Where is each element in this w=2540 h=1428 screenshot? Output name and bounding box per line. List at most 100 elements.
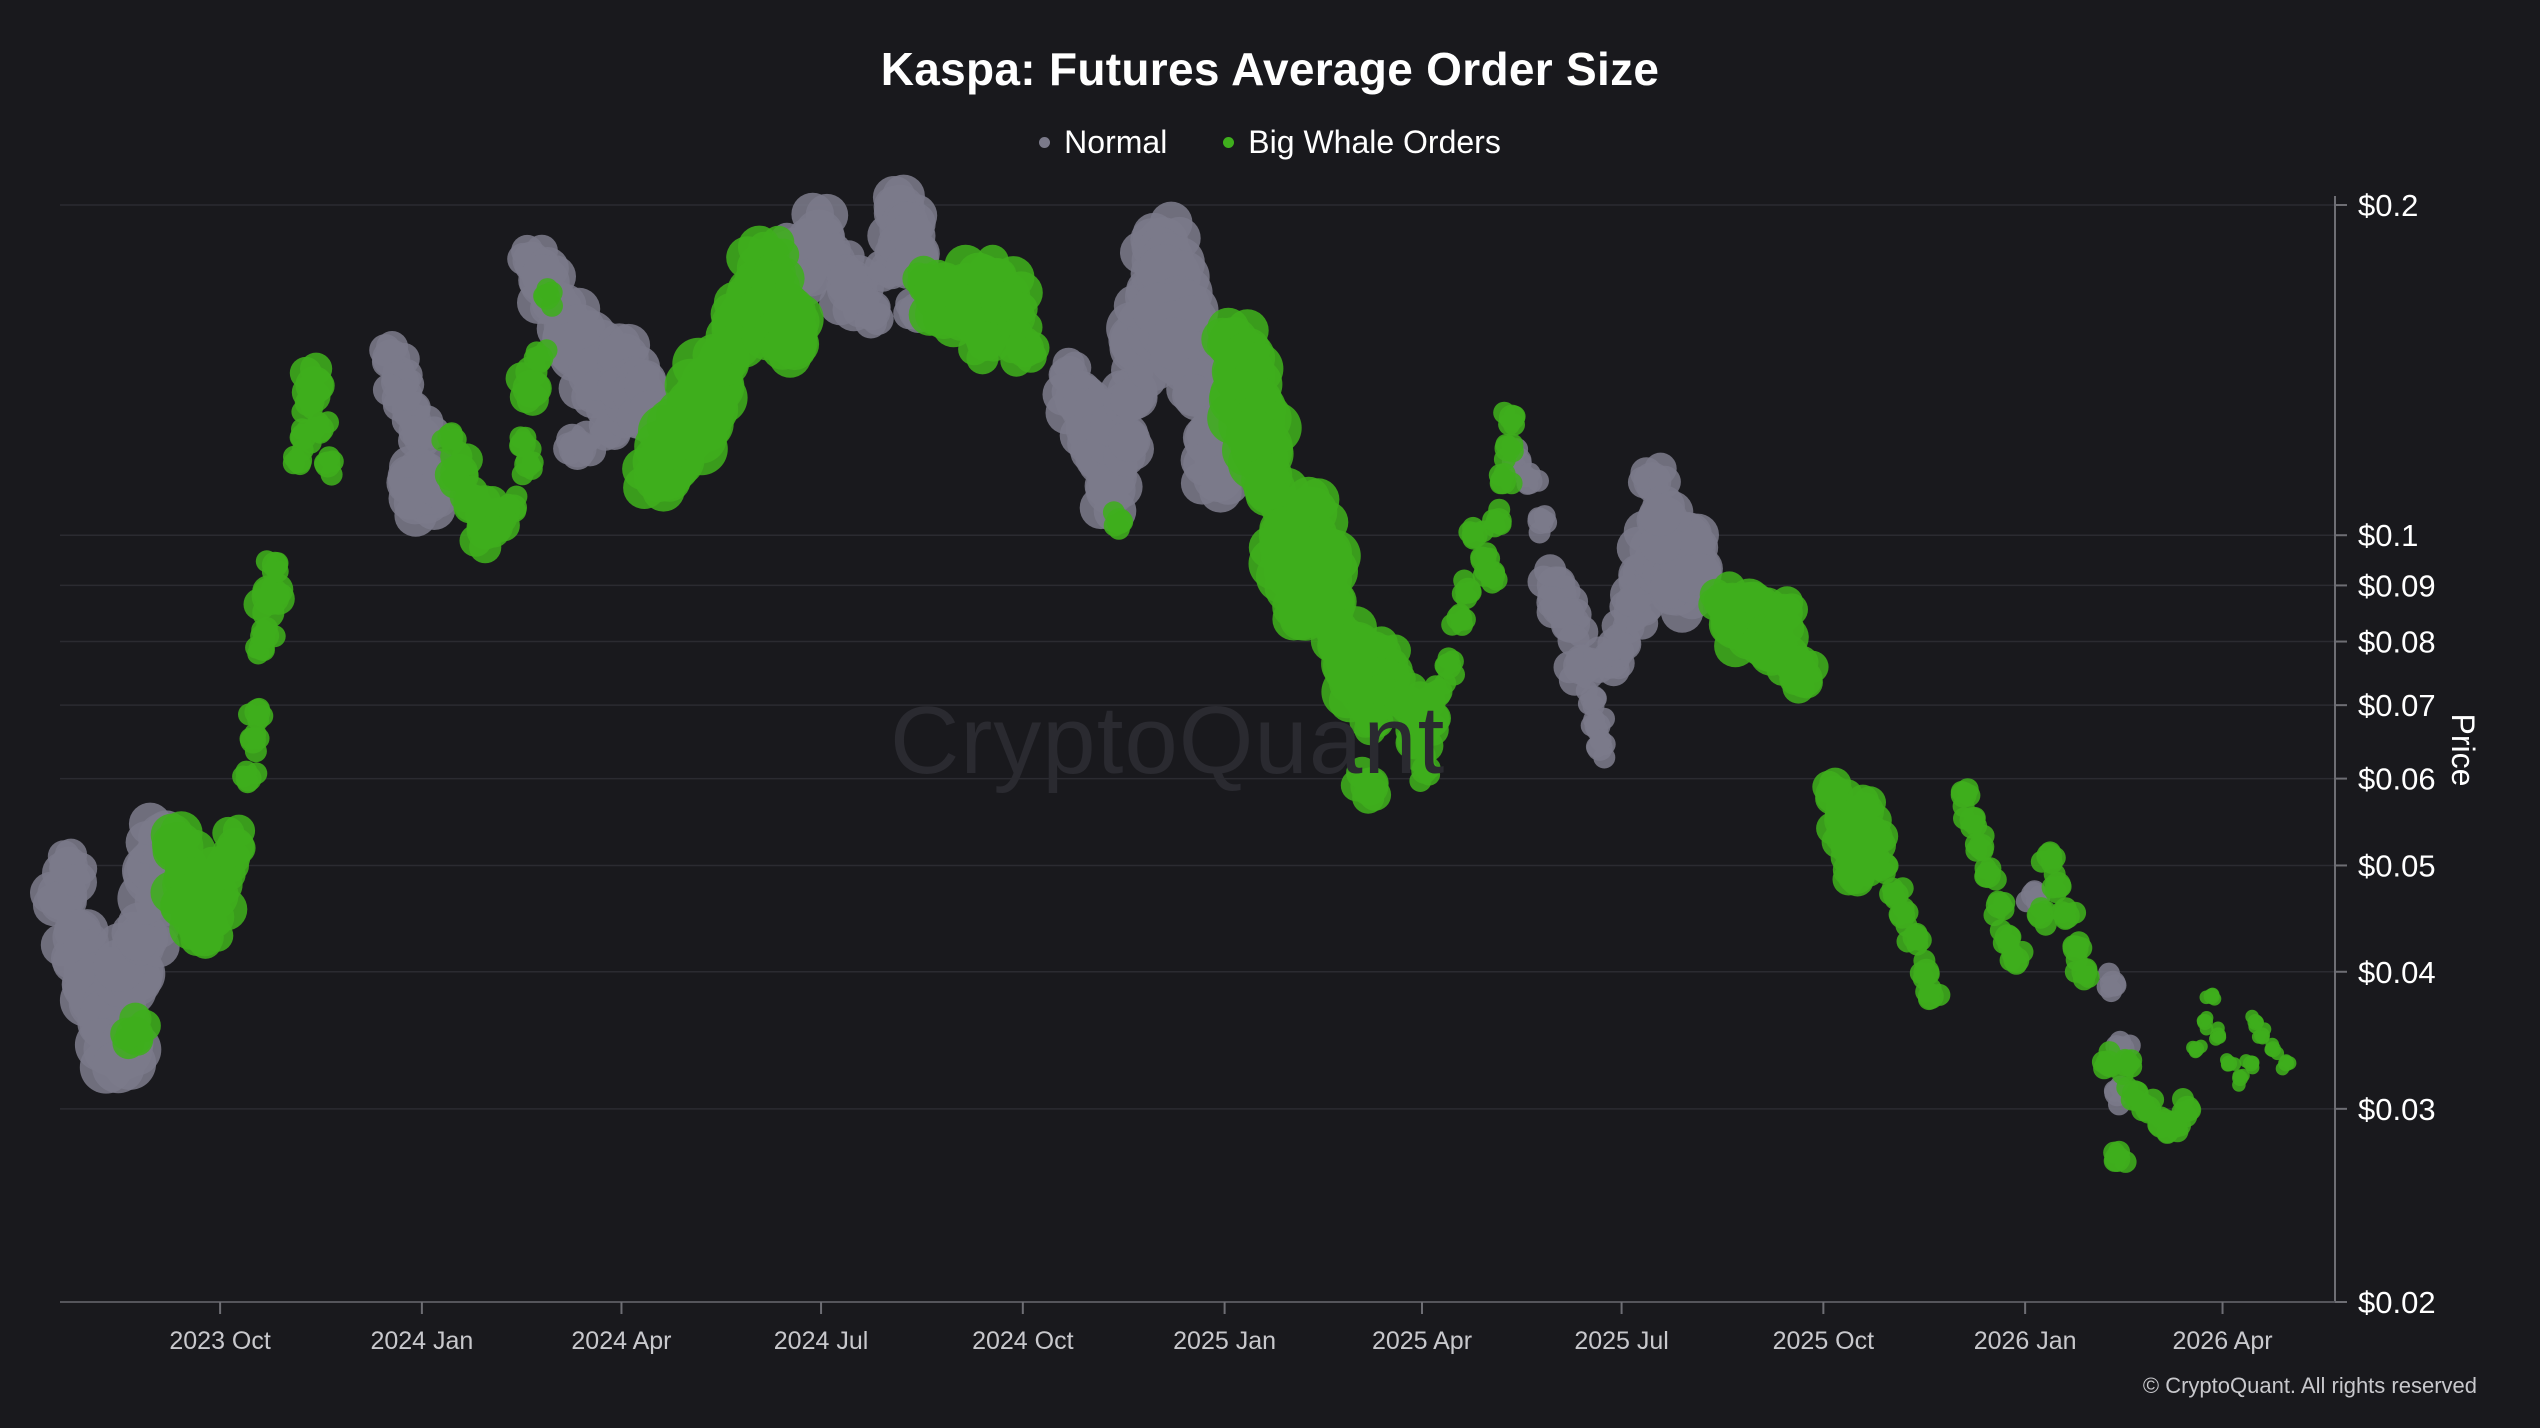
whale-point: [2232, 1069, 2246, 1083]
x-tick-label: 2024 Jan: [370, 1327, 473, 1355]
normal-point: [847, 282, 880, 315]
whale-point: [307, 411, 329, 434]
y-tick-label: $0.06: [2358, 762, 2436, 797]
whale-point: [2250, 1015, 2264, 1030]
watermark: CryptoQuant: [890, 687, 1446, 794]
whale-point: [222, 814, 256, 847]
whale-point: [2132, 1092, 2155, 1115]
whale-point: [2041, 876, 2064, 899]
whale-point: [261, 560, 284, 583]
whale-point: [1451, 582, 1474, 605]
x-tick-label: 2024 Oct: [972, 1327, 1074, 1355]
y-tick-label: $0.03: [2358, 1092, 2436, 1127]
whale-dot-icon: [1223, 137, 1235, 148]
whale-point: [2073, 968, 2095, 991]
whale-point: [958, 333, 991, 366]
whale-point: [1451, 613, 1474, 636]
whale-point: [2245, 1055, 2260, 1070]
whale-point: [1992, 898, 2015, 921]
y-tick-label: $0.2: [2358, 188, 2418, 223]
whale-point: [1869, 859, 1892, 882]
x-tick-label: 2025 Jul: [1574, 1327, 1669, 1355]
whale-point: [1498, 413, 1521, 436]
whale-point: [2255, 1030, 2270, 1045]
whale-point: [1482, 509, 1505, 532]
whale-point: [1103, 514, 1126, 537]
whale-point: [1441, 650, 1464, 673]
y-tick-label: $0.04: [2358, 955, 2436, 990]
normal-point: [54, 838, 88, 871]
whale-point: [1424, 675, 1447, 698]
y-tick-label: $0.1: [2358, 518, 2418, 553]
whale-point: [1853, 786, 1886, 819]
whale-point: [2001, 943, 2024, 966]
legend-label-whale: Big Whale Orders: [1248, 124, 1501, 160]
whale-point: [1979, 857, 2002, 880]
x-tick-label: 2024 Apr: [571, 1327, 671, 1355]
normal-point: [1593, 733, 1616, 756]
y-tick-label: $0.09: [2358, 568, 2436, 603]
whale-point: [1352, 781, 1385, 814]
whale-point: [2196, 1014, 2211, 1028]
whale-point: [243, 588, 276, 621]
whale-point: [300, 352, 333, 385]
normal-point: [1559, 598, 1592, 631]
whale-point: [996, 331, 1029, 364]
normal-point: [2096, 975, 2119, 998]
whale-point: [1761, 611, 1794, 644]
normal-point: [1535, 511, 1558, 534]
whale-point: [497, 493, 520, 516]
whale-point: [283, 445, 305, 468]
legend-item-normal[interactable]: Normal: [1039, 124, 1167, 161]
normal-point: [1518, 462, 1541, 485]
whale-point: [540, 281, 563, 304]
scatter-points: [30, 174, 2297, 1173]
normal-dot-icon: [1039, 137, 1051, 148]
x-tick-label: 2026 Apr: [2172, 1327, 2272, 1355]
whale-point: [1481, 571, 1504, 594]
normal-point: [376, 331, 409, 364]
whale-point: [520, 457, 543, 480]
whale-point: [1819, 767, 1852, 800]
x-tick-label: 2024 Jul: [774, 1327, 869, 1355]
x-tick-label: 2026 Jan: [1974, 1327, 2077, 1355]
x-tick-label: 2023 Oct: [169, 1327, 271, 1355]
whale-point: [1958, 784, 1981, 807]
whale-point: [2171, 1101, 2194, 1124]
whale-point: [514, 426, 537, 449]
y-tick-label: $0.08: [2358, 625, 2436, 660]
whale-point: [247, 708, 270, 731]
y-axis-label: Price: [2445, 714, 2481, 787]
whale-point: [151, 823, 195, 866]
normal-point: [58, 864, 91, 897]
whale-point: [1418, 763, 1441, 786]
whale-point: [235, 760, 258, 783]
normal-point: [1553, 651, 1586, 684]
legend-item-whale[interactable]: Big Whale Orders: [1223, 124, 1501, 161]
x-tick-label: 2025 Oct: [1773, 1327, 1875, 1355]
whale-point: [128, 1009, 161, 1042]
whale-point: [1286, 486, 1330, 529]
whale-point: [2120, 1055, 2143, 1078]
whale-point: [321, 450, 344, 473]
normal-point: [574, 434, 607, 467]
legend: Normal Big Whale Orders: [0, 124, 2540, 161]
whale-point: [1005, 292, 1038, 325]
normal-point: [1147, 317, 1201, 370]
whale-point: [1919, 977, 1942, 1000]
whale-point: [1226, 409, 1279, 462]
whale-point: [1409, 711, 1442, 744]
whale-point: [1243, 467, 1287, 511]
y-tick-label: $0.05: [2358, 848, 2436, 883]
whale-point: [1896, 901, 1919, 924]
x-tick-label: 2025 Apr: [1372, 1327, 1472, 1355]
normal-point: [1583, 708, 1606, 731]
whale-point: [2054, 897, 2077, 920]
chart-title: Kaspa: Futures Average Order Size: [880, 43, 1660, 95]
normal-point: [1638, 493, 1682, 537]
whale-point: [525, 341, 548, 364]
whale-point: [2205, 987, 2220, 1002]
whale-point: [1845, 821, 1878, 854]
whale-point: [1462, 516, 1485, 539]
